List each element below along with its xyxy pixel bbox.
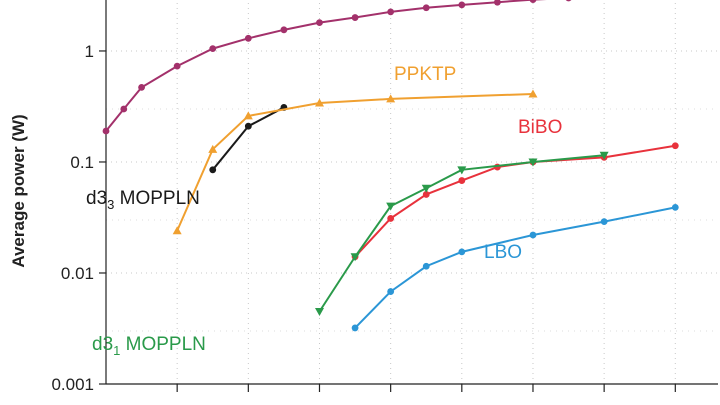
- data-point-ppktp: [172, 226, 182, 235]
- series-label-base: d3: [92, 334, 113, 355]
- data-point-ppktp: [208, 144, 218, 153]
- data-point-top: [387, 8, 395, 16]
- series-label-base: d3: [86, 188, 107, 209]
- data-point-lbo: [671, 203, 679, 211]
- data-point-top: [280, 26, 288, 34]
- data-point-d31: [421, 184, 431, 193]
- data-point-top: [493, 0, 501, 6]
- y-tick-label: 1: [85, 42, 94, 61]
- y-axis-title: Average power (W): [9, 114, 28, 267]
- data-point-d31: [386, 202, 396, 211]
- series-label-bibo: BiBO: [518, 117, 562, 138]
- axes: 0.001 0.01 0.1 1 Average power (W): [9, 0, 718, 394]
- data-point-top: [244, 34, 252, 42]
- data-point-top: [422, 4, 430, 12]
- data-point-bibo: [387, 215, 395, 222]
- series-layer: [102, 0, 679, 332]
- data-point-bibo: [422, 191, 430, 198]
- data-point-top: [173, 62, 181, 70]
- data-point-d31: [350, 253, 360, 262]
- data-point-d31: [599, 151, 609, 160]
- data-point-top: [351, 14, 359, 21]
- data-point-d31: [314, 307, 324, 316]
- plot-area: [106, 0, 718, 384]
- data-point-d31: [528, 158, 538, 167]
- data-point-ppktp: [386, 94, 396, 103]
- series-label-d31: d31 MOPPLN: [92, 334, 206, 358]
- data-point-top: [316, 19, 323, 27]
- series-label-rest: MOPPLN: [120, 334, 206, 355]
- series-label-rest: MOPPLN: [114, 188, 200, 209]
- data-point-top: [565, 0, 572, 2]
- data-point-ppktp: [243, 111, 253, 120]
- data-point-lbo: [422, 262, 430, 270]
- series-label-ppktp: PPKTP: [394, 64, 456, 85]
- data-point-d33: [244, 122, 252, 130]
- series-label-d33: d33 MOPPLN: [86, 188, 200, 212]
- y-tick-label: 0.001: [51, 375, 94, 394]
- data-point-top: [120, 105, 128, 113]
- data-point-d33: [209, 166, 217, 174]
- series-label-lbo: LBO: [484, 242, 522, 263]
- data-point-lbo: [387, 288, 395, 295]
- series-label-subscript: 3: [107, 197, 114, 212]
- data-point-ppktp: [528, 89, 538, 98]
- data-point-lbo: [351, 324, 359, 332]
- data-point-lbo: [600, 218, 608, 226]
- data-point-top: [102, 127, 110, 135]
- data-point-bibo: [458, 177, 466, 184]
- data-point-d31: [457, 166, 467, 175]
- data-point-ppktp: [314, 98, 324, 107]
- data-point-top: [458, 1, 466, 9]
- data-point-lbo: [529, 231, 537, 239]
- series-line-bibo: [354, 144, 676, 258]
- y-tick-label: 0.01: [61, 264, 94, 283]
- data-point-top: [138, 83, 145, 91]
- series-line-ppktp: [176, 92, 534, 232]
- data-point-top: [529, 0, 537, 4]
- data-point-top: [209, 45, 217, 53]
- y-tick-label: 0.1: [70, 153, 94, 172]
- data-point-lbo: [458, 248, 466, 256]
- series-label-subscript: 1: [113, 343, 120, 358]
- data-point-bibo: [671, 142, 679, 150]
